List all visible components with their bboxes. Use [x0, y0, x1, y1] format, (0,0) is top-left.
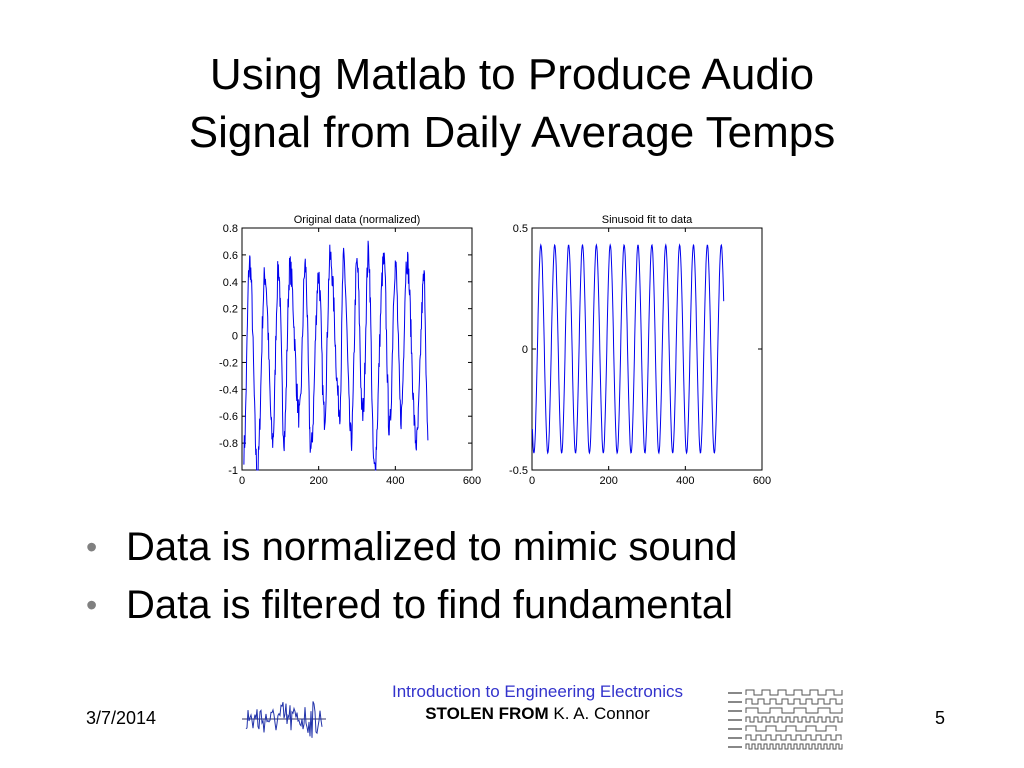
y-tick-label: 0.8	[223, 223, 238, 235]
footer-credit: Introduction to Engineering Electronics …	[340, 681, 735, 725]
bullet-item: • Data is filtered to find fundamental	[86, 576, 737, 634]
data-series-line	[531, 243, 725, 455]
slide-number: 5	[934, 708, 945, 728]
x-tick-label: 0	[239, 475, 245, 487]
timing-signal-row	[745, 707, 843, 714]
y-tick-label: 0	[232, 331, 238, 343]
y-tick-label: -0.2	[219, 357, 238, 369]
bullet-item: • Data is normalized to mimic sound	[86, 518, 737, 576]
plot-frame	[241, 227, 473, 471]
x-tick-label: 0	[529, 475, 535, 487]
x-tick-label: 200	[309, 475, 327, 487]
y-tick-label: -0.4	[219, 384, 238, 396]
y-tick-label: 0.2	[223, 304, 238, 316]
x-tick-label: 600	[753, 475, 771, 487]
footer-author: K. A. Connor	[553, 704, 650, 723]
data-series-line	[243, 240, 429, 471]
timing-signal-row	[745, 734, 842, 741]
noise-waveform-icon	[242, 701, 326, 738]
chart-title: Sinusoid fit to data	[602, 214, 693, 226]
original-data-chart: Original data (normalized) 0 200 400 600 0.8 0…	[219, 214, 481, 487]
bullet-dot-icon: •	[86, 587, 98, 623]
y-tick-label: -1	[228, 465, 238, 477]
y-tick-label: -0.8	[219, 438, 238, 450]
timing-signal-row	[745, 689, 843, 696]
original-data-plot: Original data (normalized) 0 200 400 600 0.8 0…	[200, 205, 490, 500]
timing-signal-row	[745, 725, 837, 732]
footer-date: 3/7/2014	[86, 708, 157, 728]
footer-author-line: STOLEN FROM K. A. Connor	[340, 703, 735, 725]
footer-stolen-label: STOLEN FROM	[425, 704, 549, 723]
bullet-dot-icon: •	[86, 529, 98, 565]
bullet-text: Data is filtered to find fundamental	[126, 583, 734, 627]
slide-title-line-2: Signal from Daily Average Temps	[188, 108, 836, 157]
timing-signal-row	[745, 698, 843, 705]
timing-diagram-icon	[728, 689, 843, 750]
chart-title: Original data (normalized)	[294, 214, 421, 226]
footer-course-name: Introduction to Engineering Electronics	[391, 682, 684, 701]
x-tick-label: 400	[676, 475, 694, 487]
sinusoid-fit-plot: Sinusoid fit to data 0 200 400 600 0.5 0 -0.5	[490, 205, 780, 500]
bullet-text: Data is normalized to mimic sound	[126, 525, 738, 569]
y-tick-label: 0.5	[513, 223, 528, 235]
y-tick-label: -0.6	[219, 411, 238, 423]
plot-frame	[531, 227, 763, 471]
bullet-list: • Data is normalized to mimic sound • Da…	[86, 518, 737, 634]
x-tick-label: 600	[463, 475, 481, 487]
y-tick-label: 0.4	[223, 277, 238, 289]
timing-signal-row	[745, 716, 843, 723]
timing-signal-row	[745, 743, 843, 750]
x-tick-label: 200	[599, 475, 617, 487]
slide-title-line-1: Using Matlab to Produce Audio	[209, 50, 815, 99]
slide-title: Using Matlab to Produce Audio Signal fro…	[0, 46, 1024, 162]
y-tick-label: 0	[522, 344, 528, 356]
y-tick-label: -0.5	[509, 465, 528, 477]
y-tick-label: 0.6	[223, 250, 238, 262]
x-tick-label: 400	[386, 475, 404, 487]
